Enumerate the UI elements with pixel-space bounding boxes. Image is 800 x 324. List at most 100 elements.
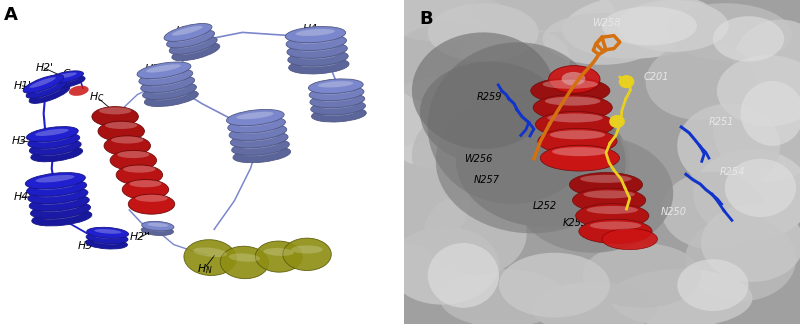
- Ellipse shape: [380, 0, 507, 42]
- Ellipse shape: [116, 165, 162, 185]
- Ellipse shape: [230, 132, 288, 148]
- Ellipse shape: [552, 147, 607, 156]
- Ellipse shape: [376, 143, 471, 246]
- Ellipse shape: [98, 121, 145, 141]
- Ellipse shape: [412, 32, 554, 149]
- Ellipse shape: [30, 202, 90, 218]
- Ellipse shape: [147, 223, 169, 227]
- Ellipse shape: [310, 93, 365, 108]
- Ellipse shape: [542, 80, 598, 89]
- Ellipse shape: [151, 85, 186, 93]
- Text: H5': H5': [78, 241, 96, 250]
- Ellipse shape: [238, 119, 275, 127]
- Ellipse shape: [104, 136, 150, 156]
- Ellipse shape: [263, 248, 294, 256]
- Ellipse shape: [110, 150, 157, 170]
- Ellipse shape: [540, 145, 619, 171]
- Ellipse shape: [646, 42, 756, 120]
- Ellipse shape: [26, 80, 67, 98]
- Ellipse shape: [26, 127, 78, 142]
- Ellipse shape: [105, 122, 138, 129]
- Ellipse shape: [380, 78, 491, 168]
- Ellipse shape: [35, 175, 74, 182]
- Ellipse shape: [142, 83, 197, 99]
- Text: L252: L252: [533, 201, 557, 211]
- Ellipse shape: [298, 45, 337, 52]
- Ellipse shape: [580, 175, 632, 183]
- Text: A: A: [4, 6, 18, 25]
- Ellipse shape: [579, 219, 652, 244]
- Text: B: B: [420, 10, 434, 28]
- Ellipse shape: [388, 23, 515, 107]
- Ellipse shape: [545, 97, 601, 106]
- Ellipse shape: [166, 30, 214, 48]
- Circle shape: [619, 76, 634, 87]
- Ellipse shape: [142, 226, 174, 236]
- Ellipse shape: [42, 212, 81, 220]
- Text: H$_N$: H$_N$: [198, 263, 213, 276]
- Ellipse shape: [239, 127, 276, 134]
- Ellipse shape: [701, 204, 800, 282]
- Ellipse shape: [550, 130, 605, 139]
- Ellipse shape: [38, 190, 77, 197]
- Ellipse shape: [33, 82, 58, 93]
- Text: H4': H4': [14, 192, 31, 202]
- Ellipse shape: [530, 78, 610, 104]
- Ellipse shape: [318, 81, 354, 87]
- Ellipse shape: [283, 238, 331, 271]
- Text: N257: N257: [474, 175, 499, 185]
- Ellipse shape: [288, 50, 348, 66]
- Ellipse shape: [424, 191, 526, 275]
- Ellipse shape: [172, 43, 220, 61]
- Ellipse shape: [459, 26, 570, 91]
- Ellipse shape: [35, 87, 62, 98]
- Ellipse shape: [193, 248, 227, 257]
- Text: K253: K253: [562, 218, 588, 228]
- Ellipse shape: [533, 95, 612, 121]
- Ellipse shape: [562, 72, 586, 86]
- Ellipse shape: [287, 42, 347, 58]
- Ellipse shape: [37, 182, 76, 190]
- Ellipse shape: [299, 60, 338, 67]
- Text: W256: W256: [464, 154, 493, 164]
- Text: H2: H2: [145, 64, 160, 74]
- Ellipse shape: [310, 100, 366, 115]
- Ellipse shape: [576, 204, 649, 228]
- Ellipse shape: [86, 233, 128, 244]
- Ellipse shape: [717, 55, 800, 126]
- Ellipse shape: [291, 246, 322, 253]
- Ellipse shape: [427, 42, 602, 204]
- Ellipse shape: [86, 238, 127, 249]
- Text: N250: N250: [660, 207, 686, 217]
- Ellipse shape: [93, 240, 120, 244]
- Ellipse shape: [29, 195, 90, 211]
- Text: H4: H4: [302, 24, 318, 33]
- Ellipse shape: [311, 107, 366, 122]
- Ellipse shape: [662, 172, 764, 249]
- Text: C201: C201: [644, 72, 670, 82]
- Ellipse shape: [128, 194, 174, 214]
- Ellipse shape: [228, 117, 286, 133]
- Ellipse shape: [693, 149, 800, 240]
- Ellipse shape: [255, 241, 302, 272]
- Text: H3: H3: [264, 138, 279, 147]
- Text: R254: R254: [720, 168, 746, 177]
- Ellipse shape: [582, 243, 701, 308]
- Ellipse shape: [286, 34, 346, 51]
- Ellipse shape: [146, 64, 181, 73]
- Ellipse shape: [145, 90, 198, 107]
- Ellipse shape: [92, 107, 138, 127]
- Ellipse shape: [150, 78, 185, 87]
- Text: R251: R251: [709, 118, 734, 127]
- Ellipse shape: [733, 19, 800, 110]
- Ellipse shape: [538, 128, 617, 154]
- Ellipse shape: [172, 26, 202, 36]
- Ellipse shape: [240, 134, 278, 142]
- Ellipse shape: [388, 227, 499, 305]
- Ellipse shape: [570, 172, 642, 197]
- Text: H$_C$: H$_C$: [89, 90, 105, 104]
- Ellipse shape: [318, 88, 354, 95]
- Ellipse shape: [229, 124, 286, 141]
- Ellipse shape: [123, 166, 155, 173]
- Ellipse shape: [547, 113, 602, 122]
